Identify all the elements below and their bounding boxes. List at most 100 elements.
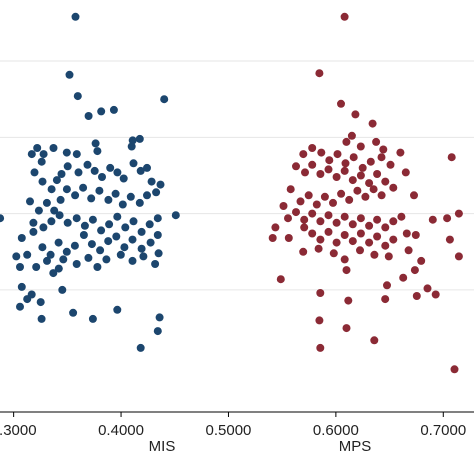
point-mis-89 — [23, 250, 32, 259]
point-mis-116 — [153, 327, 162, 336]
point-mis-40 — [126, 192, 135, 201]
point-mis-42 — [111, 189, 120, 198]
point-mis-25 — [74, 168, 83, 177]
point-mis-15 — [39, 150, 48, 159]
point-mis-77 — [112, 232, 121, 241]
point-mps-39 — [369, 185, 378, 194]
point-mis-62 — [88, 215, 97, 224]
point-mis-56 — [39, 223, 48, 232]
x-tick-label-2: 0.5000 — [206, 422, 252, 439]
point-mps-0 — [340, 12, 349, 21]
point-mps-40 — [361, 192, 370, 201]
point-mps-28 — [316, 170, 325, 178]
point-mis-4 — [84, 112, 93, 120]
point-mis-61 — [80, 221, 89, 230]
point-mps-16 — [366, 157, 375, 166]
point-mps-83 — [314, 244, 323, 253]
point-mps-19 — [341, 159, 350, 168]
point-mis-29 — [106, 163, 115, 172]
point-mis-53 — [26, 197, 34, 206]
point-mps-104 — [412, 292, 421, 300]
gridlines — [0, 60, 474, 291]
point-mis-85 — [46, 250, 55, 259]
point-mps-89 — [404, 246, 413, 255]
legend-label-mps: MPS — [339, 438, 372, 455]
point-mps-79 — [271, 223, 280, 232]
point-mps-35 — [373, 170, 382, 178]
point-mis-118 — [49, 269, 58, 278]
point-mps-103 — [342, 266, 351, 275]
point-mps-102 — [344, 296, 353, 305]
x-axis-ticks — [13, 412, 444, 417]
point-mis-32 — [129, 159, 138, 168]
point-mps-97 — [410, 266, 419, 275]
point-mis-23 — [57, 170, 66, 178]
point-mis-43 — [104, 195, 113, 204]
point-mis-21 — [47, 185, 56, 194]
point-mps-29 — [324, 165, 333, 174]
point-mis-26 — [83, 160, 92, 169]
point-mis-48 — [62, 185, 71, 194]
point-mps-91 — [428, 215, 437, 224]
point-mis-59 — [63, 218, 72, 227]
point-mis-24 — [63, 162, 72, 171]
point-mis-55 — [29, 218, 38, 227]
point-mps-17 — [358, 163, 367, 172]
point-mps-56 — [324, 211, 333, 220]
point-mps-53 — [300, 215, 309, 224]
point-mis-105 — [17, 282, 26, 291]
point-mps-86 — [356, 246, 364, 255]
point-mps-64 — [389, 217, 398, 226]
point-mis-58 — [55, 211, 64, 220]
point-mis-74 — [137, 244, 146, 253]
point-mis-16 — [33, 144, 42, 152]
point-mis-73 — [146, 238, 155, 247]
point-mps-23 — [308, 144, 317, 152]
point-mis-13 — [62, 148, 71, 157]
point-mps-38 — [377, 191, 386, 200]
point-mis-115 — [155, 313, 164, 322]
point-mis-2 — [73, 92, 82, 101]
point-mis-83 — [62, 247, 71, 256]
point-mis-99 — [128, 256, 137, 265]
point-mps-68 — [381, 241, 390, 250]
point-mis-18 — [37, 157, 46, 166]
point-mis-37 — [152, 188, 161, 197]
point-mps-70 — [365, 238, 374, 247]
point-mis-49 — [56, 195, 65, 204]
x-tick-label-4: 0.7000 — [420, 422, 466, 439]
point-mps-27 — [308, 160, 317, 169]
point-mis-20 — [38, 177, 47, 186]
point-mis-63 — [97, 226, 106, 235]
x-tick-label-1: 0.4000 — [98, 422, 144, 439]
point-mis-114 — [113, 305, 122, 314]
point-mps-81 — [284, 234, 293, 242]
point-mps-100 — [276, 275, 285, 284]
point-mps-62 — [373, 215, 382, 224]
point-mis-64 — [105, 220, 114, 229]
point-mis-75 — [128, 235, 137, 244]
point-mis-72 — [153, 231, 162, 239]
point-mis-84 — [54, 238, 63, 247]
point-mis-95 — [84, 253, 93, 262]
point-mis-46 — [79, 183, 88, 192]
point-mis-93 — [59, 255, 68, 264]
point-mps-99 — [383, 281, 391, 290]
point-mis-30 — [113, 168, 122, 177]
point-mis-76 — [120, 243, 129, 252]
point-mps-22 — [317, 148, 326, 157]
point-mps-30 — [332, 173, 341, 181]
point-mis-70 — [153, 214, 162, 223]
point-mps-88 — [384, 252, 393, 261]
point-mps-94 — [445, 235, 454, 244]
point-mis-78 — [104, 237, 113, 246]
point-mps-4 — [368, 119, 377, 128]
point-mps-96 — [417, 256, 426, 265]
point-mps-26 — [301, 168, 309, 177]
point-mps-48 — [296, 197, 305, 206]
point-mps-110 — [342, 324, 351, 333]
point-mps-84 — [329, 249, 338, 258]
point-mps-112 — [381, 295, 390, 304]
point-mps-11 — [386, 160, 395, 169]
